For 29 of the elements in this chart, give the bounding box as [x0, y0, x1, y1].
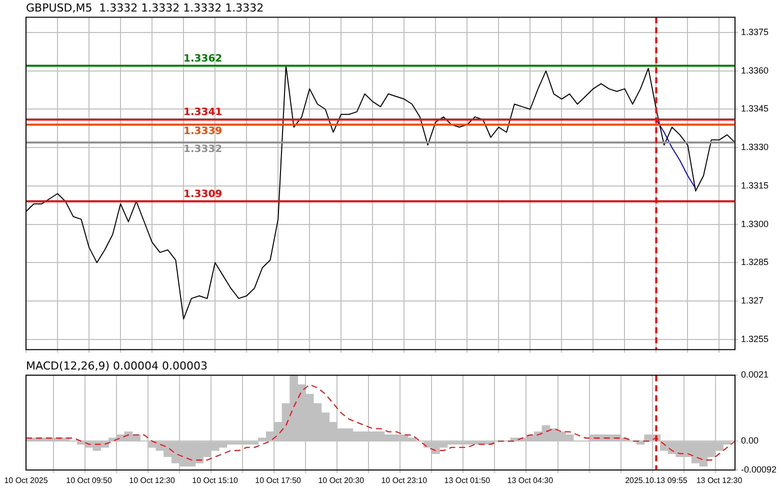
ref-line-label: 1.3362: [184, 53, 222, 64]
x-tick-label: 10 Oct 2025: [4, 476, 48, 486]
x-tick-label: 10 Oct 17:50: [255, 476, 302, 486]
ref-line-label: 1.3309: [184, 188, 222, 200]
y-tick-label: 0.0021: [741, 370, 769, 380]
y-tick-label: 0.00: [741, 436, 759, 446]
y-tick-label: 1.3255: [741, 334, 769, 344]
ref-line-label: 1.3339: [184, 126, 222, 138]
y-tick-label: 1.3300: [741, 218, 769, 229]
x-tick-label: 2025.10.13 09:55: [625, 476, 688, 486]
chart-title: GBPUSD,M5 1.3332 1.3332 1.3332 1.3332: [26, 1, 264, 14]
x-tick-label: 13 Oct 01:50: [444, 476, 491, 486]
ref-line-label: 1.3341: [184, 107, 222, 118]
x-tick-label: 10 Oct 15:10: [192, 476, 239, 486]
x-tick-label: 10 Oct 09:50: [66, 476, 112, 486]
x-tick-label: 13 Oct 12:30: [696, 476, 743, 486]
chart-title: MACD(12,26,9) 0.00004 0.00003: [26, 359, 208, 372]
y-tick-label: 1.3345: [741, 104, 769, 114]
y-tick-label: 1.3285: [741, 257, 769, 268]
y-tick-label: -0.00092: [741, 464, 777, 474]
x-tick-label: 10 Oct 12:30: [129, 476, 176, 486]
x-tick-label: 10 Oct 23:10: [381, 476, 428, 486]
x-tick-label: 13 Oct 04:30: [507, 476, 554, 486]
y-tick-label: 1.3375: [741, 27, 769, 38]
y-tick-label: 1.3330: [741, 142, 769, 152]
y-tick-label: 1.3360: [741, 65, 769, 76]
y-tick-label: 1.3315: [741, 180, 769, 190]
y-tick-label: 1.327: [741, 296, 764, 306]
x-tick-label: 10 Oct 20:30: [318, 476, 365, 486]
